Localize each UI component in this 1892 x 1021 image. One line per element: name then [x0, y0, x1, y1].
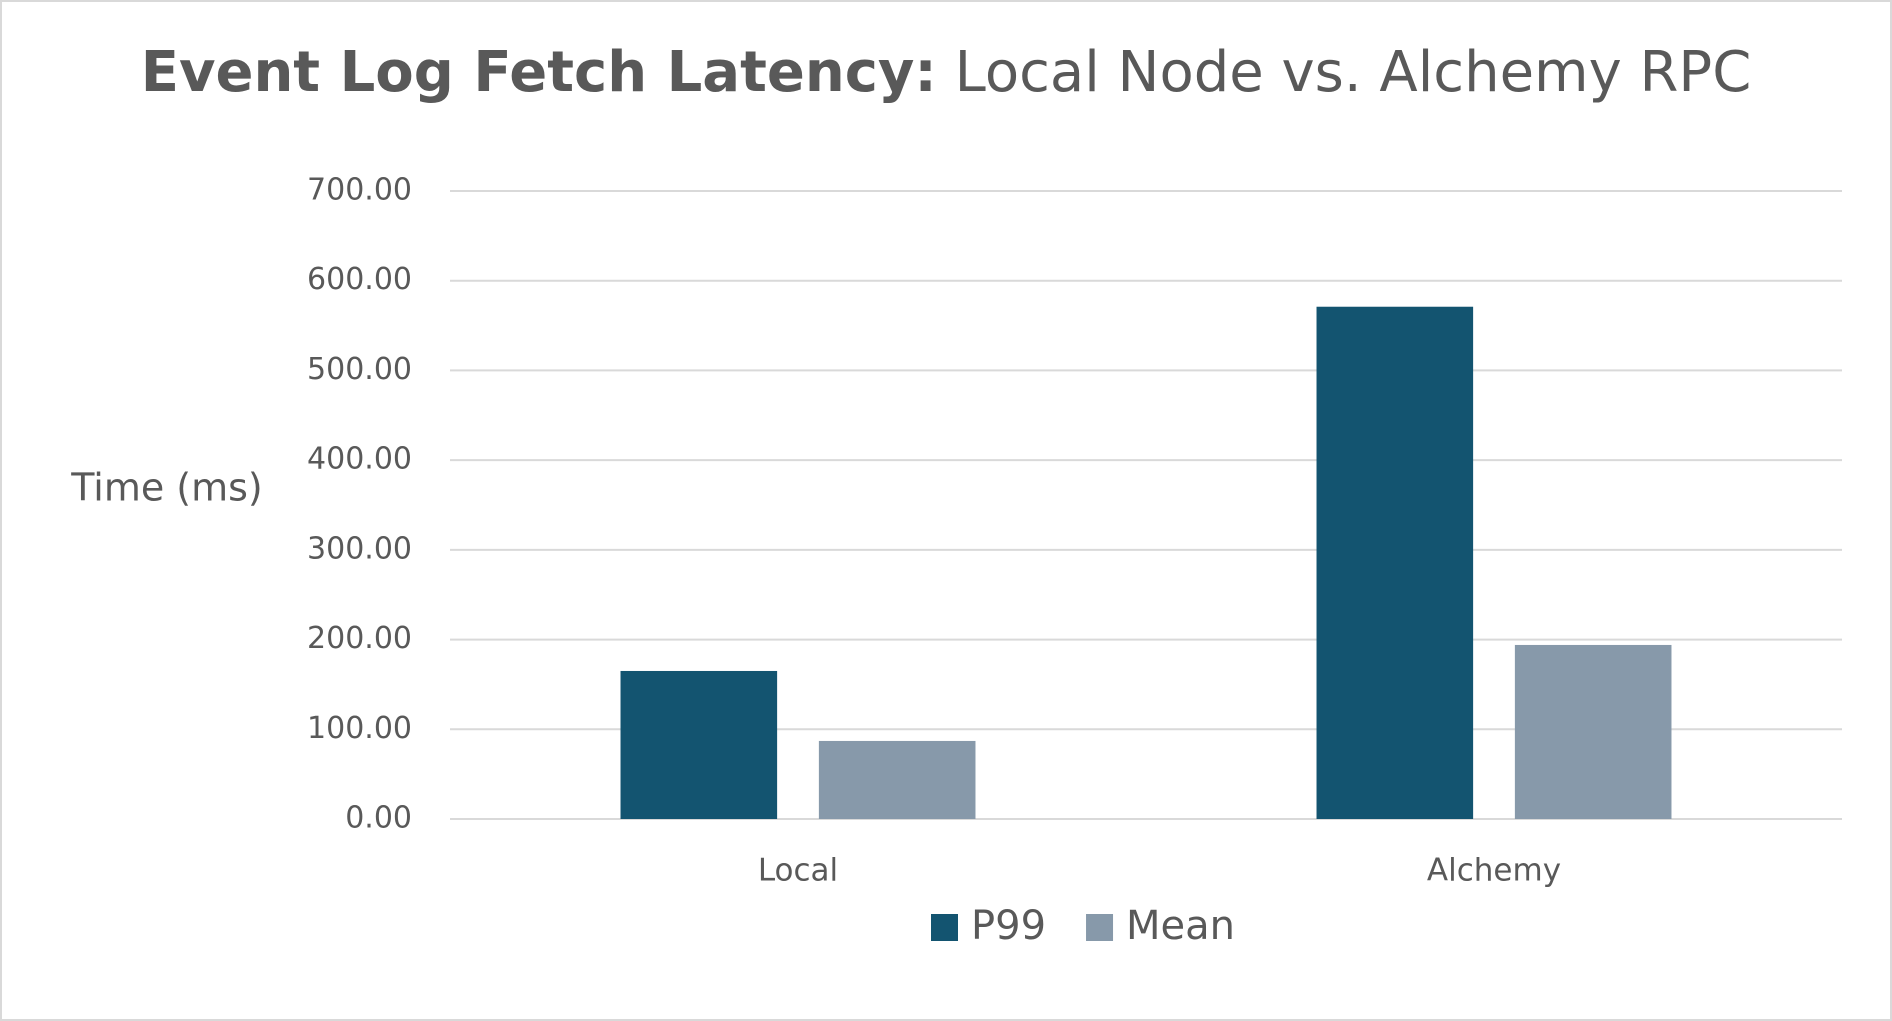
x-tick-label: Alchemy — [1427, 853, 1561, 889]
title-rest: Local Node vs. Alchemy RPC — [955, 40, 1752, 105]
title-bold: Event Log Fetch Latency: — [141, 40, 937, 105]
bar — [1316, 306, 1474, 819]
bar — [818, 740, 976, 819]
x-tick-label: Local — [758, 853, 838, 889]
bar — [620, 670, 778, 819]
y-tick-label: 600.00 — [307, 262, 412, 297]
y-tick-label: 400.00 — [307, 442, 412, 477]
y-tick-label: 300.00 — [307, 531, 412, 566]
y-tick-label: 100.00 — [307, 711, 412, 746]
legend-swatch — [931, 914, 958, 941]
y-axis-label: Time (ms) — [70, 466, 263, 510]
legend-label: P99 — [971, 903, 1046, 949]
bar — [1514, 644, 1672, 819]
chart-title: Event Log Fetch Latency: Local Node vs. … — [141, 40, 1752, 105]
legend-label: Mean — [1126, 903, 1235, 949]
y-tick-label: 500.00 — [307, 352, 412, 387]
y-tick-label: 700.00 — [307, 173, 412, 208]
y-tick-label: 0.00 — [345, 801, 412, 836]
y-tick-label: 200.00 — [307, 621, 412, 656]
legend-swatch — [1086, 914, 1114, 941]
